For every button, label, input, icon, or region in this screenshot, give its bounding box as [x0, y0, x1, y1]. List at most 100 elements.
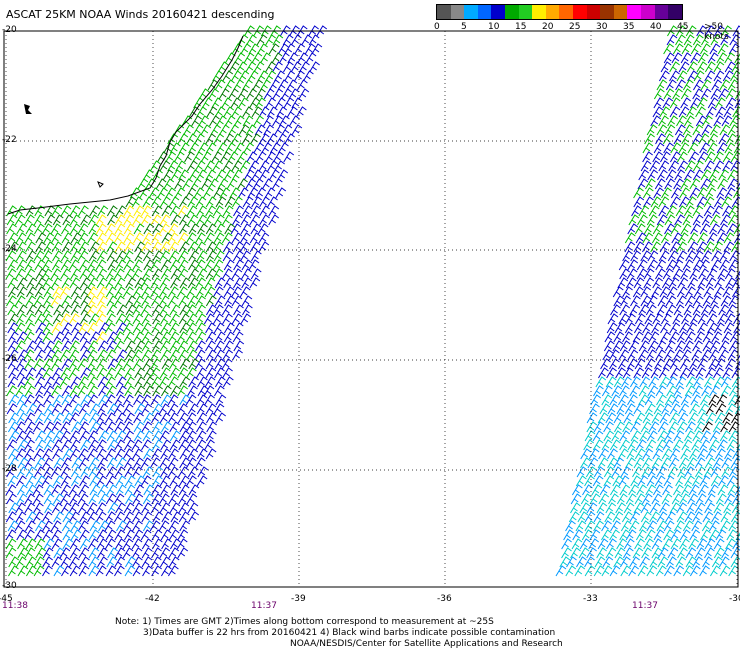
- wind-barb: [628, 520, 640, 532]
- wind-barb: [15, 430, 27, 442]
- wind-barb: [187, 196, 199, 208]
- wind-barb: [177, 547, 189, 559]
- wind-barb: [261, 142, 272, 154]
- wind-barb: [665, 169, 677, 181]
- wind-barb: [115, 430, 127, 442]
- wind-barb: [114, 538, 126, 550]
- wind-barb: [680, 448, 692, 460]
- wind-barb: [266, 133, 278, 145]
- wind-barb: [194, 358, 206, 370]
- wind-barb: [702, 340, 714, 352]
- wind-barb: [163, 178, 175, 190]
- wind-barb: [673, 484, 684, 496]
- wind-barb: [628, 214, 640, 226]
- legend-swatch: [437, 5, 451, 19]
- wind-barb: [168, 331, 180, 343]
- wind-barb: [691, 439, 702, 451]
- wind-barb: [59, 286, 71, 298]
- wind-barb: [191, 115, 202, 127]
- wind-barb: [34, 376, 46, 388]
- wind-barb: [61, 322, 73, 334]
- wind-barb: [260, 79, 271, 91]
- wind-barb: [683, 304, 695, 316]
- wind-barb: [113, 340, 125, 352]
- wind-barb: [704, 61, 716, 73]
- wind-barb: [635, 529, 647, 541]
- wind-barb: [5, 529, 17, 541]
- wind-barb: [685, 556, 697, 568]
- wind-barb: [43, 394, 55, 406]
- wind-barb: [708, 520, 720, 532]
- wind-barb: [43, 466, 54, 478]
- wind-barb: [579, 502, 591, 514]
- wind-barb: [179, 457, 190, 469]
- wind-barb: [221, 232, 233, 244]
- wind-barb: [249, 214, 261, 226]
- wind-barb: [242, 79, 253, 91]
- wind-barb: [687, 70, 698, 82]
- wind-barb: [638, 205, 650, 217]
- wind-barb: [201, 97, 213, 109]
- wind-barb: [24, 259, 36, 271]
- wind-barb: [17, 547, 29, 559]
- wind-barb: [141, 349, 153, 361]
- wind-barb: [53, 493, 64, 505]
- wind-barb: [149, 457, 161, 469]
- wind-barb: [254, 124, 266, 136]
- wind-barb: [725, 304, 737, 316]
- wind-barb: [665, 304, 677, 316]
- wind-barb: [726, 223, 738, 235]
- wind-barb: [152, 223, 163, 235]
- wind-barb: [657, 295, 669, 307]
- wind-barb: [243, 169, 255, 181]
- wind-barb: [730, 556, 740, 568]
- wind-barb: [143, 412, 154, 424]
- wind-barb: [52, 286, 64, 298]
- wind-barb: [651, 457, 663, 469]
- wind-barb: [720, 421, 731, 433]
- wind-barb: [17, 439, 29, 451]
- wind-barb: [584, 475, 595, 487]
- wind-barb: [42, 457, 53, 469]
- wind-barb: [642, 187, 654, 199]
- wind-barb: [141, 295, 153, 307]
- wind-barb: [169, 538, 181, 550]
- wind-barb: [151, 295, 162, 307]
- wind-barb: [613, 376, 625, 388]
- wind-barb: [68, 556, 80, 568]
- wind-barb: [664, 214, 676, 226]
- wind-barb: [637, 475, 649, 487]
- wind-barb: [641, 367, 653, 379]
- wind-barb: [633, 277, 645, 289]
- wind-barb: [607, 457, 618, 469]
- wind-barb: [158, 403, 170, 415]
- wind-barb: [694, 502, 706, 514]
- lon-label: -33: [583, 594, 598, 604]
- wind-barb: [167, 565, 179, 577]
- wind-barb: [619, 484, 631, 496]
- wind-barb: [14, 340, 26, 352]
- wind-barb: [241, 259, 253, 271]
- wind-barb: [722, 367, 734, 379]
- wind-barb: [133, 484, 145, 496]
- wind-barb: [5, 511, 17, 523]
- wind-barb: [186, 322, 197, 334]
- wind-barb: [141, 556, 153, 568]
- wind-barb: [106, 340, 117, 352]
- wind-barb: [249, 232, 261, 244]
- wind-barb: [699, 43, 711, 55]
- wind-barb: [629, 385, 641, 397]
- wind-barb: [213, 322, 225, 334]
- wind-barb: [106, 385, 117, 397]
- wind-barb: [629, 304, 641, 316]
- wind-barb: [71, 295, 82, 307]
- wind-barb: [664, 394, 676, 406]
- wind-barb: [584, 565, 596, 577]
- legend-swatch: [668, 5, 682, 19]
- note-line-1: Note: 1) Times are GMT 2)Times along bot…: [115, 617, 494, 627]
- wind-barb: [61, 565, 72, 577]
- wind-barb: [646, 430, 658, 442]
- wind-barb: [71, 403, 83, 415]
- wind-barb: [71, 322, 82, 334]
- wind-barb: [654, 358, 665, 370]
